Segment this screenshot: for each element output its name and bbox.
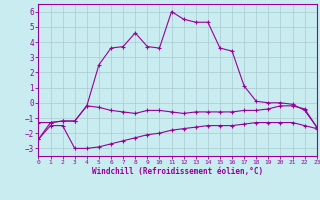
- X-axis label: Windchill (Refroidissement éolien,°C): Windchill (Refroidissement éolien,°C): [92, 167, 263, 176]
